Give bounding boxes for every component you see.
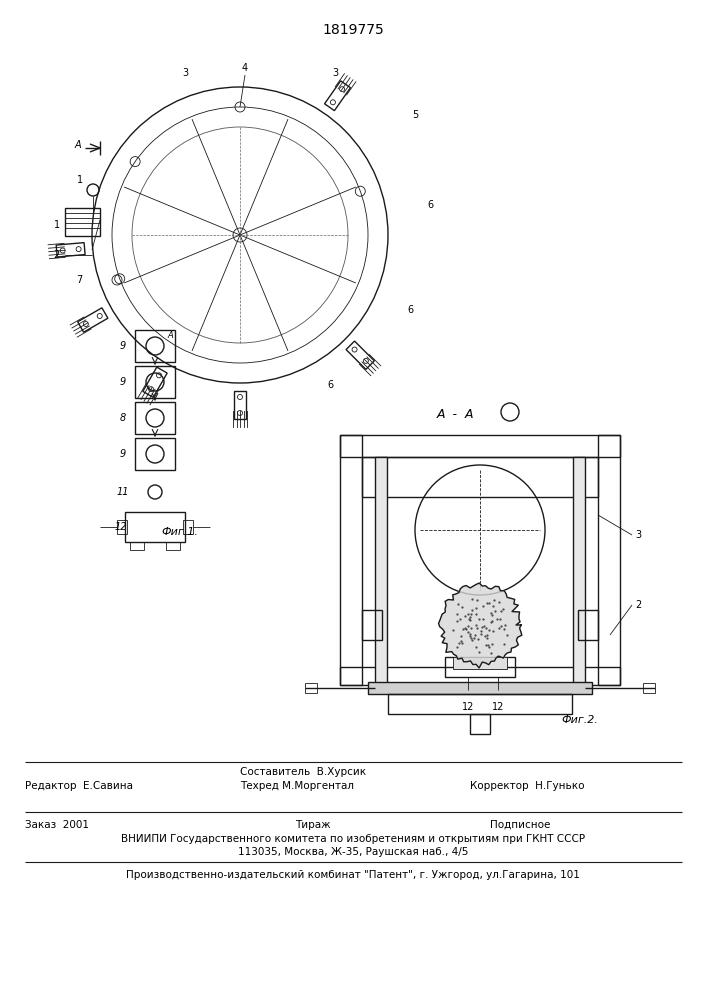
Text: Редактор  Е.Савина: Редактор Е.Савина [25, 781, 133, 791]
Bar [598, 435, 620, 685]
Bar [305, 683, 317, 693]
Text: 4: 4 [242, 63, 248, 73]
Text: 8: 8 [120, 413, 126, 423]
Bar [388, 694, 572, 714]
Bar [453, 657, 507, 669]
Text: 9: 9 [120, 377, 126, 387]
Bar [362, 457, 598, 497]
Bar [578, 610, 598, 640]
Text: 1: 1 [77, 175, 83, 185]
Bar [375, 457, 387, 685]
Text: 113035, Москва, Ж-35, Раушская наб., 4/5: 113035, Москва, Ж-35, Раушская наб., 4/5 [238, 847, 468, 857]
Text: 9: 9 [120, 449, 126, 459]
Text: А  -  А: А - А [436, 408, 474, 422]
Text: 7: 7 [76, 275, 82, 285]
Text: 9: 9 [120, 341, 126, 351]
Bar [340, 435, 362, 685]
Text: Техред М.Моргентал: Техред М.Моргентал [240, 781, 354, 791]
Bar [65, 208, 100, 236]
Text: 12: 12 [492, 702, 504, 712]
Text: 12: 12 [115, 522, 127, 532]
Bar [117, 520, 127, 534]
Bar [135, 330, 175, 362]
Bar [470, 714, 490, 734]
Bar [183, 520, 193, 534]
Text: Заказ  2001: Заказ 2001 [25, 820, 89, 830]
Bar [445, 657, 515, 677]
Text: Фиг.1.: Фиг.1. [162, 527, 199, 537]
Bar [573, 457, 585, 685]
Text: 1819775: 1819775 [322, 23, 384, 37]
Text: Подписное: Подписное [490, 820, 550, 830]
Text: 3: 3 [635, 530, 641, 540]
Text: А: А [75, 140, 81, 150]
Bar [135, 438, 175, 470]
Bar [340, 667, 620, 685]
Bar [166, 542, 180, 550]
Text: 6: 6 [427, 200, 433, 210]
Text: Составитель  В.Хурсик: Составитель В.Хурсик [240, 767, 366, 777]
Bar [643, 683, 655, 693]
Polygon shape [438, 583, 522, 668]
Text: 12: 12 [462, 702, 474, 712]
Text: А: А [167, 330, 173, 340]
Text: 2: 2 [54, 250, 60, 260]
Text: 1: 1 [54, 220, 60, 230]
Bar [125, 512, 185, 542]
Text: ВНИИПИ Государственного комитета по изобретениям и открытиям при ГКНТ СССР: ВНИИПИ Государственного комитета по изоб… [121, 834, 585, 844]
Text: Корректор  Н.Гунько: Корректор Н.Гунько [470, 781, 585, 791]
Text: 3: 3 [332, 68, 338, 78]
Text: 6: 6 [327, 380, 333, 390]
Bar [135, 402, 175, 434]
Text: Тираж: Тираж [295, 820, 331, 830]
Bar [340, 435, 620, 457]
Text: 5: 5 [412, 110, 418, 120]
Text: 6: 6 [407, 305, 413, 315]
Text: 2: 2 [635, 600, 641, 610]
Text: 3: 3 [182, 68, 188, 78]
Bar [368, 682, 592, 694]
Bar [130, 542, 144, 550]
Text: Производственно-издательский комбинат "Патент", г. Ужгород, ул.Гагарина, 101: Производственно-издательский комбинат "П… [126, 870, 580, 880]
Text: Фиг.2.: Фиг.2. [561, 715, 598, 725]
Bar [362, 610, 382, 640]
Text: 11: 11 [117, 487, 129, 497]
Bar [135, 366, 175, 398]
